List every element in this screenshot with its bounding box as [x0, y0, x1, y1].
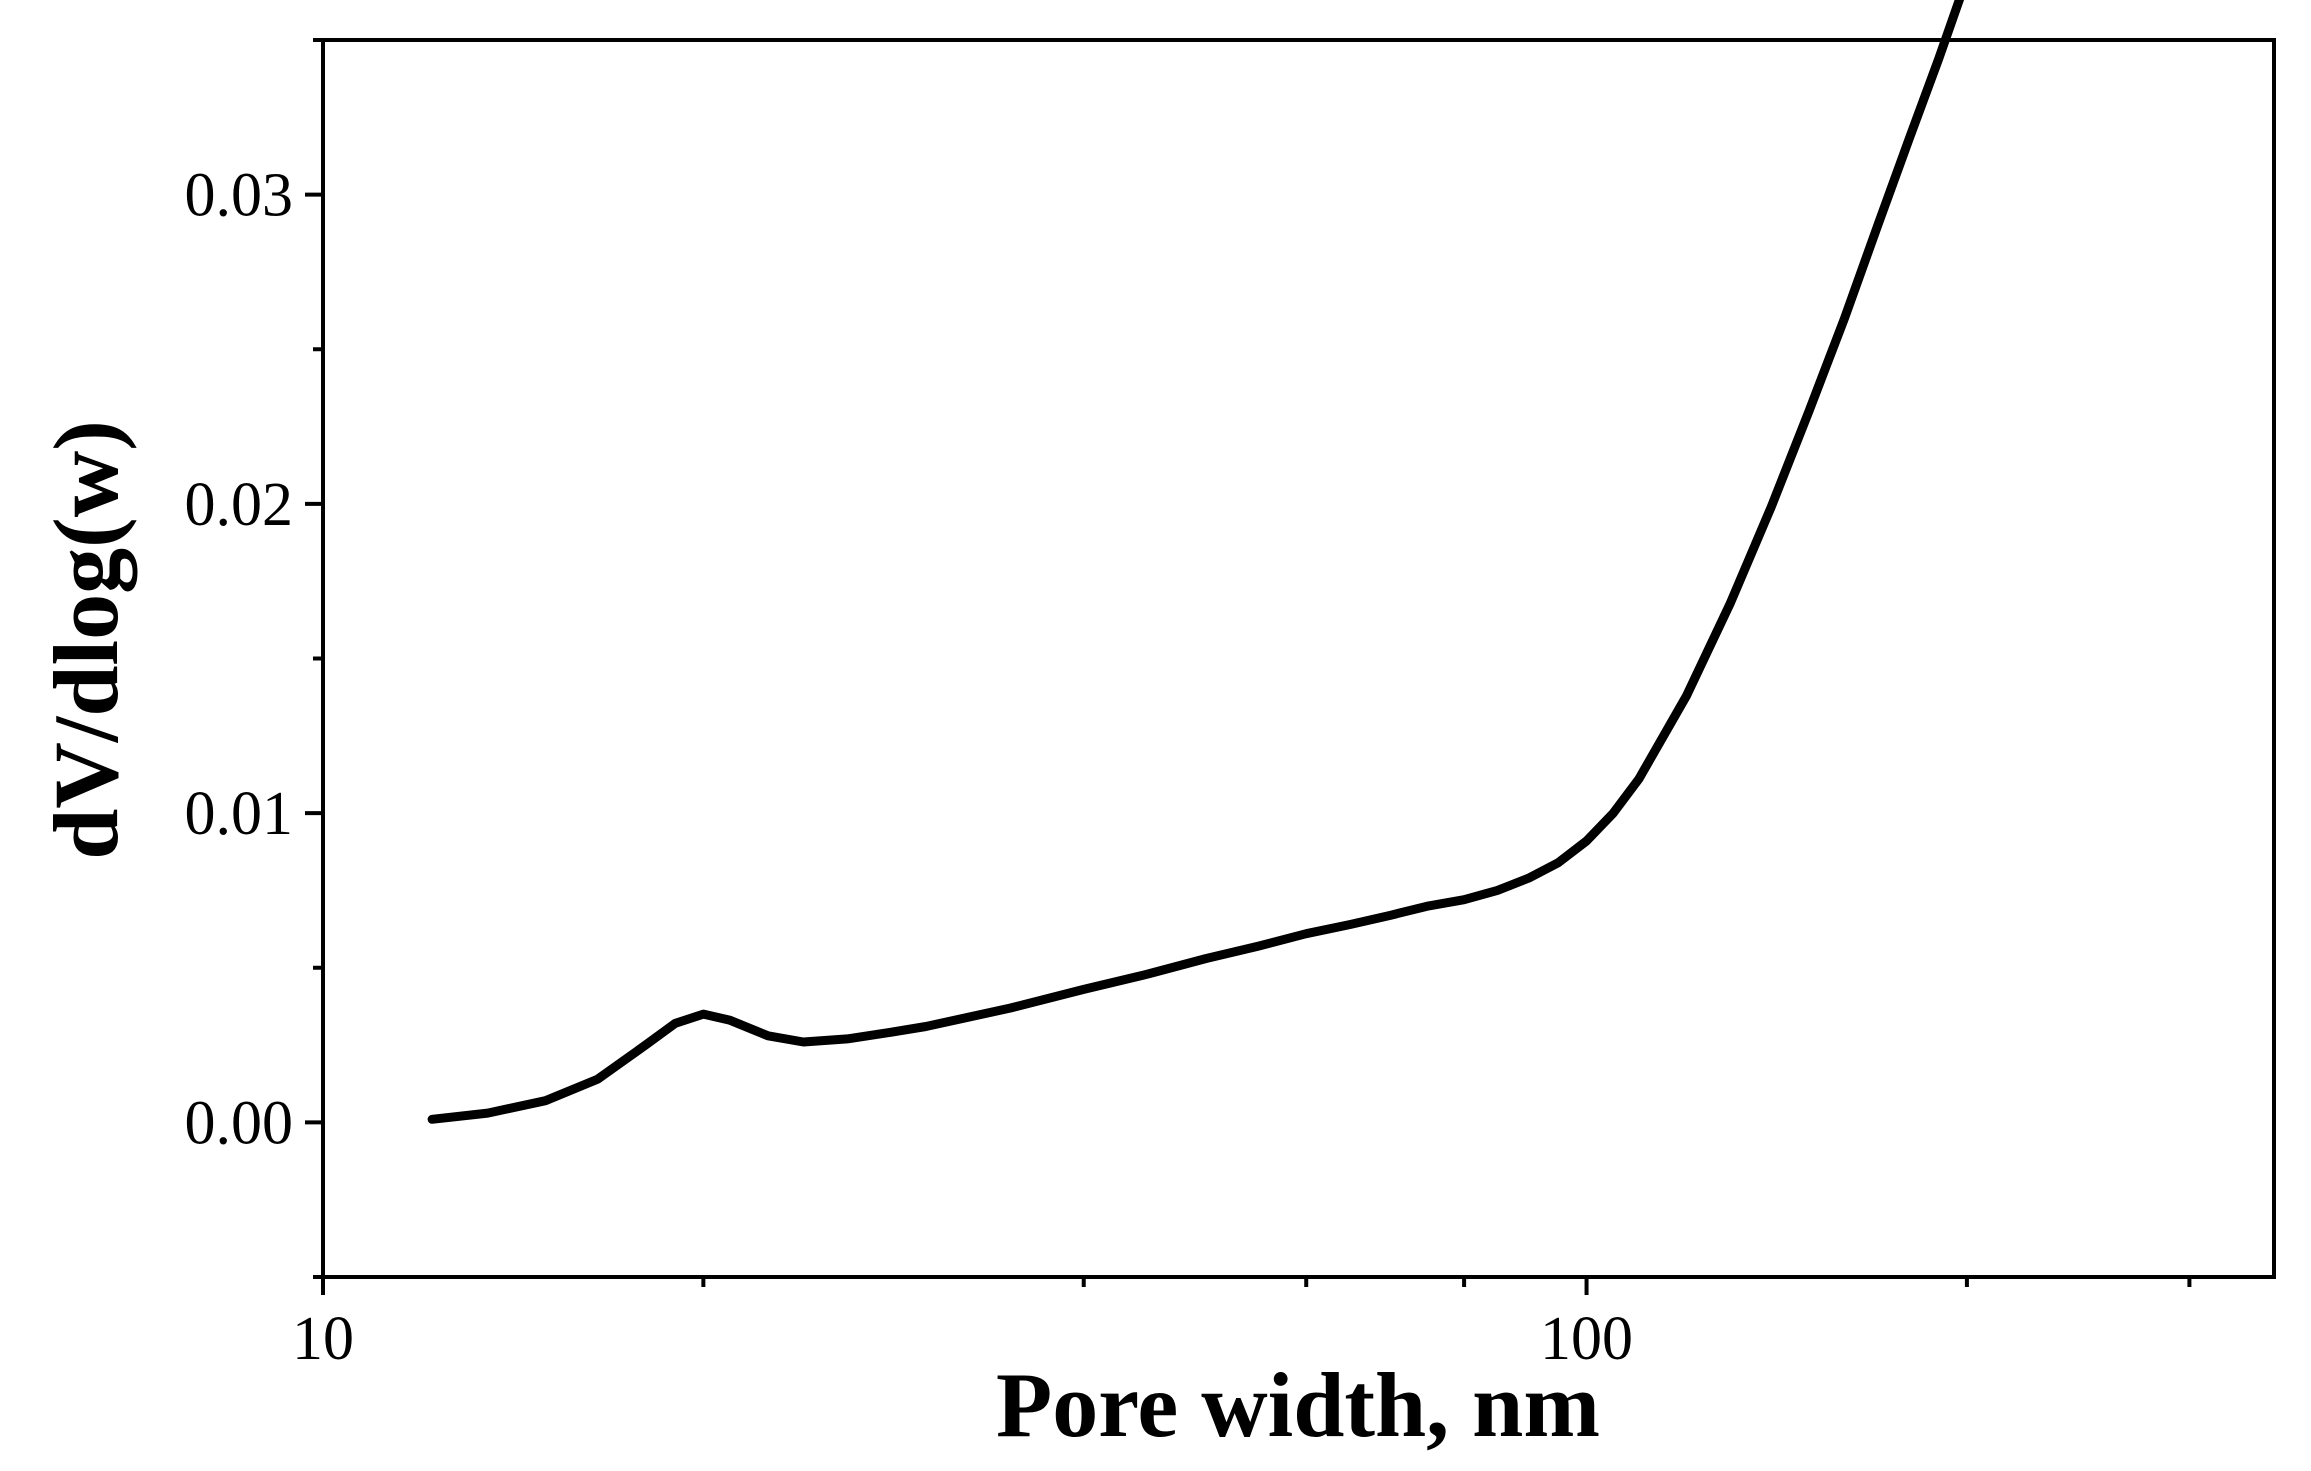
x-axis-title: Pore width, nm [996, 1354, 1600, 1456]
plot-frame [321, 38, 2276, 1279]
series-line [427, 0, 1965, 1124]
y-tick-label: 0.02 [185, 471, 294, 539]
y-tick-label: 0.03 [185, 162, 294, 230]
y-axis-title: dV/dlog(w) [35, 420, 137, 860]
x-tick-label: 100 [1540, 1305, 1633, 1373]
y-tick-label: 0.01 [185, 780, 294, 848]
ticks-layer: 0.00 0.01 0.02 0.03 10 100 [185, 38, 2192, 1373]
x-tick-label: 10 [292, 1305, 354, 1373]
y-tick-label: 0.00 [185, 1089, 294, 1157]
